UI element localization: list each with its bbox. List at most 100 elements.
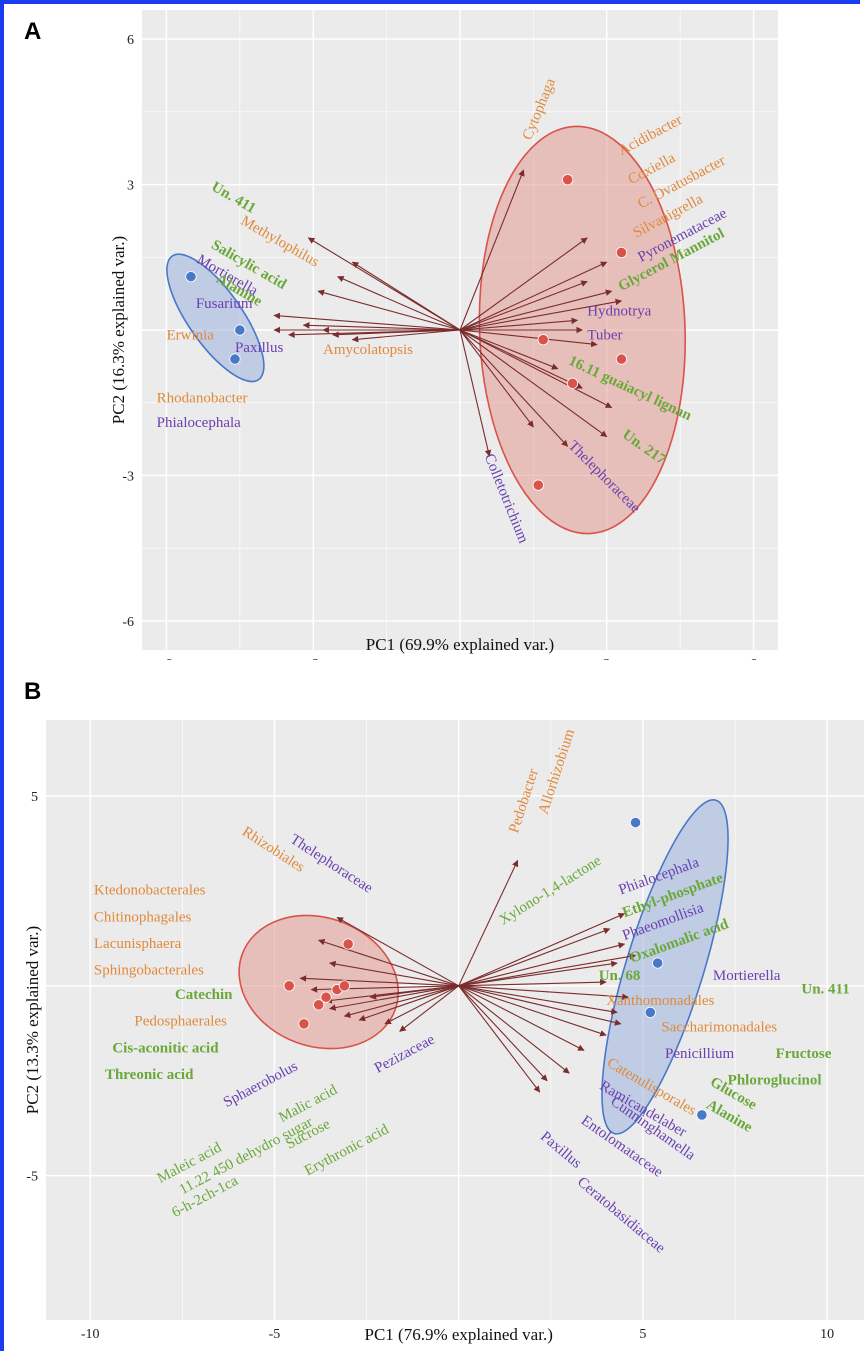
loading-arrow [458,913,626,987]
loading-arrow [459,298,623,331]
loading-arrow [351,261,461,331]
loading-label: Phloroglucinol [728,1073,822,1089]
loading-arrow [458,985,585,1051]
blue-sample-point [652,957,664,969]
blue-sample-point [234,324,246,336]
loading-label: Fusarium [196,296,253,312]
loading-label: Phialocephala [157,415,241,431]
x-tick-label: -3 [307,657,319,660]
blue-group-ellipse [166,253,265,383]
y-tick-label: 6 [127,33,134,48]
loading-arrow [459,289,613,331]
loading-label: Erwinia [166,328,214,344]
loading-arrow [329,960,459,987]
blue-sample-point [629,816,642,829]
x-tick-label: 3 [603,657,610,660]
blue-group-ellipse [601,799,729,1135]
loading-arrow [459,329,608,438]
loading-arrow [458,953,637,987]
red-sample-point [615,353,628,365]
pca-biplot-b: -10 -5 5 10 5 -5 PC1 (76.9% explained var.) PC2… [23,720,864,1344]
loading-arrow [337,276,461,331]
loading-arrow [459,329,613,409]
red-sample-point [537,334,549,346]
loading-arrow [332,329,461,338]
loading-label: Un. 68 [599,968,641,984]
loading-label: Threonic acid [105,1067,194,1083]
loading-arrow [458,942,626,987]
panel-b-letter: B [24,678,42,705]
loading-label: Rhodanobacter [157,391,248,407]
y-tick-label: 3 [127,179,134,194]
loading-arrow [459,329,598,348]
loading-arrow [458,985,618,1015]
loading-label: Paxillus [235,340,284,356]
red-sample-point [532,479,544,491]
loading-label: Xanthomonadales [606,993,714,1009]
loading-label: Fructose [776,1046,832,1062]
loading-arrow [459,329,534,428]
loading-label: Lacunisphaera [94,936,182,952]
x-tick-label: -6 [161,657,173,660]
loading-arrow [459,329,559,370]
loading-arrow [459,169,525,331]
loading-arrow [358,985,459,1022]
loading-label: Mortierella [713,968,781,984]
y-axis-label: PC2 (16.3% explained var.) [109,236,128,424]
loading-label: Pedosphaerales [134,1014,227,1030]
loading-arrow [299,975,459,987]
loading-arrow [459,329,492,457]
loading-label: Un. 411 [801,981,849,997]
y-tick-label: -3 [122,469,134,484]
red-sample-point [283,980,295,992]
y-tick-label: -6 [122,615,134,630]
y-tick-label: 5 [31,790,38,805]
loading-arrow [369,985,459,1000]
loading-label: Penicillium [665,1046,734,1062]
loading-label: Tuber [587,328,622,344]
loading-arrow [458,978,607,987]
loading-label: Chitinophagales [94,909,192,925]
loading-arrow [458,927,611,987]
red-sample-point [338,980,351,992]
panel-a-letter: A [24,18,42,45]
loading-arrow [458,985,622,1026]
loading-arrow [459,261,608,331]
red-sample-point [562,174,574,186]
loading-arrow [458,985,548,1082]
loading-arrow [273,312,461,331]
loading-arrow [302,322,461,331]
loading-arrow [459,329,569,447]
x-tick-label: 10 [820,1327,834,1342]
loading-label: Ktedonobacterales [94,883,206,899]
loading-arrow [343,985,459,1018]
red-sample-point [320,991,332,1003]
loading-arrow [458,985,541,1093]
loading-arrow [458,985,570,1074]
pca-biplot-a: -6 -3 3 6 6 3 -3 -6 PC1 (69.9% explained var.) PC… [109,10,778,660]
blue-sample-point [229,353,241,365]
loading-arrow [459,280,588,331]
loading-label: Saccharimonadales [661,1019,777,1035]
loading-arrow [329,985,459,1011]
loading-arrow [318,938,459,987]
x-tick-label: 6 [750,657,757,660]
loading-arrow [459,329,583,389]
loading-arrow [459,317,579,331]
loading-arrow [458,859,519,987]
red-sample-point [342,938,354,950]
loading-label: Cis-aconitic acid [112,1040,219,1056]
loading-arrow [399,985,460,1032]
loading-arrow [336,916,459,987]
loading-arrow [458,985,629,1001]
x-tick-label: -5 [269,1327,281,1342]
loading-arrow [384,985,459,1025]
red-sample-point [313,999,325,1011]
loading-label: Catechin [175,987,233,1003]
loading-label: Hydnotrya [587,303,651,319]
red-sample-point [298,1018,310,1030]
loading-label: Amycolatopsis [323,342,413,358]
blue-sample-point [185,271,197,283]
loading-label: Sphingobacterales [94,962,204,978]
y-tick-label: -5 [26,1170,38,1185]
